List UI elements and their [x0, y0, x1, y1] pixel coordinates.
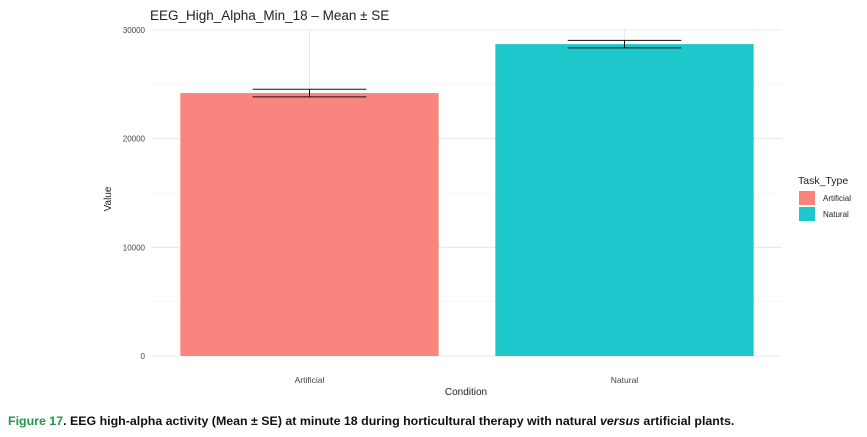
- bars: [180, 44, 754, 356]
- legend-entry: Artificial: [799, 191, 851, 205]
- y-axis-label: Value: [103, 186, 114, 211]
- x-tick-label: Natural: [611, 375, 639, 385]
- bar-natural: [495, 44, 754, 356]
- bar-artificial: [180, 93, 439, 356]
- legend-entry: Natural: [799, 207, 849, 221]
- error-bars: [252, 39, 682, 98]
- x-axis-ticks: Artificial Natural: [295, 375, 639, 385]
- figure-label: Figure 17: [8, 414, 64, 428]
- figure-caption: Figure 17. EEG high-alpha activity (Mean…: [8, 414, 863, 428]
- y-tick-label: 30000: [123, 26, 146, 35]
- y-axis-ticks: 0 10000 20000 30000: [123, 26, 146, 361]
- error-bar-artificial: [252, 88, 367, 98]
- caption-text: . EEG high-alpha activity (Mean ± SE) at…: [63, 414, 601, 428]
- error-bar-natural: [567, 39, 682, 49]
- legend-swatch: [799, 207, 815, 221]
- legend-label: Artificial: [823, 194, 851, 203]
- legend-label: Natural: [823, 210, 849, 219]
- y-tick-label: 10000: [123, 243, 146, 252]
- y-tick-label: 0: [141, 352, 146, 361]
- bar-chart: EEG_High_Alpha_Min_18 – Mean ± SE 0 10000…: [103, 8, 851, 398]
- x-tick-label: Artificial: [295, 375, 325, 385]
- legend-swatch: [799, 191, 815, 205]
- legend: Task_Type Artificial Natural: [798, 175, 851, 221]
- legend-title: Task_Type: [798, 175, 848, 187]
- x-axis-label: Condition: [445, 387, 487, 398]
- y-tick-label: 20000: [123, 135, 146, 144]
- caption-text-end: artificial plants.: [639, 414, 735, 428]
- chart-title: EEG_High_Alpha_Min_18 – Mean ± SE: [150, 8, 389, 23]
- caption-emphasis: versus: [600, 414, 640, 428]
- legend-entries: Artificial Natural: [799, 191, 851, 221]
